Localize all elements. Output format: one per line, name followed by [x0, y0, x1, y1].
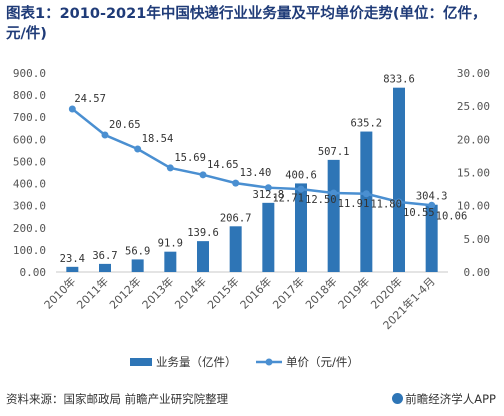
bar — [99, 263, 111, 272]
price-point — [68, 105, 76, 113]
bar — [66, 266, 79, 272]
x-tick-label: 2011年 — [74, 274, 111, 311]
y-left-tick-label: 100.0 — [13, 244, 46, 257]
legend-line-label: 单价（元/件） — [286, 355, 359, 369]
bar-value-label: 206.7 — [220, 212, 252, 224]
y-right-tick-label: 20.00 — [457, 133, 490, 146]
bar-value-label: 56.9 — [125, 245, 150, 257]
bar — [327, 159, 340, 272]
price-value-label: 15.69 — [174, 152, 206, 164]
price-point — [330, 189, 338, 197]
x-tick-label: 2015年 — [204, 274, 241, 311]
bar — [393, 87, 405, 272]
price-value-label: 12.50 — [305, 194, 337, 206]
bar-value-label: 36.7 — [92, 250, 117, 262]
bar — [131, 259, 144, 272]
price-value-label: 10.55 — [403, 207, 435, 219]
price-value-label: 18.54 — [142, 133, 174, 145]
x-tick-label: 2017年 — [270, 274, 307, 311]
bar-value-label: 139.6 — [187, 227, 219, 239]
x-tick-label: 2012年 — [106, 274, 143, 311]
bar — [295, 183, 307, 272]
price-value-label: 14.65 — [207, 159, 239, 171]
price-point — [199, 171, 207, 179]
y-left-tick-label: 400.0 — [13, 178, 46, 191]
y-left-tick-label: 500.0 — [13, 155, 46, 168]
price-value-label: 10.06 — [436, 210, 468, 222]
price-point — [395, 198, 403, 206]
bar — [197, 241, 209, 272]
chart-title: 图表1：2010-2021年中国快递行业业务量及平均单价走势(单位：亿件，元/件… — [6, 6, 487, 42]
price-value-label: 24.57 — [74, 93, 106, 105]
y-left-tick-label: 800.0 — [13, 89, 46, 102]
y-right-tick-label: 10.00 — [457, 200, 490, 213]
bar — [360, 131, 373, 272]
brand-name: 前瞻经济学人APP — [405, 392, 496, 406]
price-value-label: 11.91 — [338, 198, 370, 210]
bar — [262, 202, 275, 272]
price-point — [101, 131, 109, 139]
source-note: 资料来源：国家邮政局 前瞻产业研究院整理 — [6, 392, 229, 406]
bar-value-label: 833.6 — [383, 74, 415, 86]
y-right-tick-label: 30.00 — [457, 67, 490, 80]
bar-value-label: 304.3 — [416, 191, 448, 203]
price-point — [362, 190, 370, 198]
x-tick-label: 2014年 — [172, 274, 209, 311]
y-left-tick-label: 0.00 — [20, 266, 47, 279]
x-tick-label: 2010年 — [41, 274, 78, 311]
price-value-label: 12.71 — [272, 193, 304, 205]
legend-bar-swatch — [130, 358, 152, 366]
price-value-label: 13.40 — [240, 167, 272, 179]
legend-line-marker — [265, 358, 273, 366]
x-tick-label: 2018年 — [302, 274, 339, 311]
x-tick-label: 2016年 — [237, 274, 274, 311]
y-right-tick-label: 15.00 — [457, 167, 490, 180]
x-tick-label: 2019年 — [335, 274, 372, 311]
price-point — [428, 201, 436, 209]
bar-value-label: 91.9 — [158, 238, 183, 250]
price-point — [297, 185, 305, 193]
bar-value-label: 23.4 — [60, 253, 85, 265]
price-line — [71, 108, 432, 207]
price-point — [166, 164, 174, 172]
y-right-tick-label: 5.00 — [464, 233, 491, 246]
bar — [164, 251, 177, 272]
y-left-tick-label: 200.0 — [13, 222, 46, 235]
y-left-tick-label: 700.0 — [13, 111, 46, 124]
bar-value-label: 507.1 — [318, 146, 350, 158]
y-right-tick-label: 25.00 — [457, 100, 490, 113]
price-point — [232, 179, 240, 187]
y-left-tick-label: 300.0 — [13, 200, 46, 213]
brand-logo-icon — [392, 393, 404, 404]
brand-credit: 前瞻经济学人APP — [392, 391, 496, 407]
price-value-label: 11.80 — [370, 199, 402, 211]
legend-bar-label: 业务量（亿件） — [156, 355, 237, 369]
price-value-label: 20.65 — [109, 119, 141, 131]
y-right-tick-label: 0.00 — [464, 266, 491, 279]
bar-value-label: 312.8 — [253, 189, 285, 201]
price-point — [134, 145, 142, 153]
price-point — [264, 184, 272, 192]
bar — [425, 204, 438, 272]
y-left-tick-label: 900.0 — [13, 67, 46, 80]
bar-value-label: 400.6 — [285, 169, 317, 181]
bar-value-label: 635.2 — [351, 118, 383, 130]
x-tick-label: 2013年 — [139, 274, 176, 311]
y-left-tick-label: 600.0 — [13, 133, 46, 146]
bar — [229, 226, 242, 272]
